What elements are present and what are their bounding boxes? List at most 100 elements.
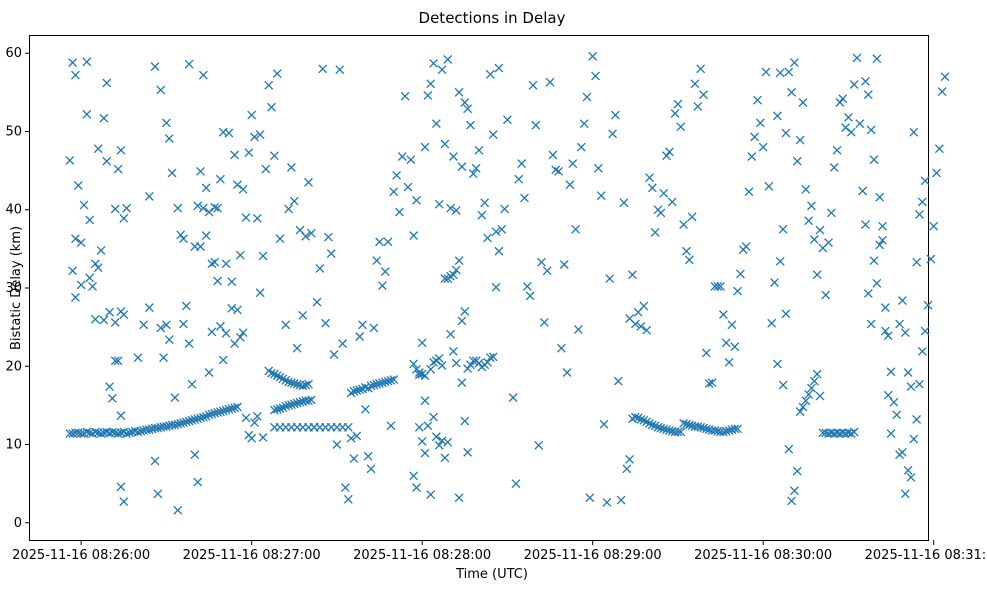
scatter-point bbox=[79, 200, 89, 210]
scatter-point bbox=[667, 197, 677, 207]
scatter-point bbox=[522, 282, 532, 291]
scatter-point bbox=[673, 427, 683, 437]
scatter-point bbox=[68, 266, 78, 276]
scatter-point bbox=[116, 145, 126, 155]
scatter-point bbox=[835, 98, 845, 107]
scatter-point bbox=[500, 204, 509, 214]
scatter-point bbox=[733, 424, 743, 434]
scatter-point bbox=[332, 440, 342, 449]
scatter-point bbox=[122, 203, 132, 213]
scatter-point bbox=[213, 276, 222, 286]
scatter-point bbox=[591, 71, 600, 81]
scatter-point bbox=[875, 192, 885, 202]
scatter-point bbox=[770, 278, 779, 287]
scatter-point bbox=[329, 350, 339, 359]
scatter-point bbox=[76, 238, 86, 248]
scatter-point bbox=[460, 416, 470, 426]
scatter-point bbox=[883, 331, 893, 341]
scatter-point bbox=[321, 422, 330, 432]
x-tick-label: 2025-11-16 08:31:00 bbox=[865, 548, 987, 563]
scatter-point bbox=[431, 119, 441, 129]
points-layer bbox=[65, 51, 950, 515]
scatter-point bbox=[639, 301, 649, 311]
scatter-point bbox=[68, 58, 78, 68]
scatter-point bbox=[287, 163, 296, 172]
scatter-point bbox=[287, 422, 296, 432]
scatter-point bbox=[568, 159, 578, 168]
scatter-point bbox=[88, 282, 97, 291]
scatter-point bbox=[758, 142, 768, 152]
scatter-point bbox=[105, 428, 114, 438]
scatter-point bbox=[215, 174, 225, 184]
scatter-point bbox=[906, 472, 916, 482]
y-tick-label: 20 bbox=[5, 359, 22, 374]
scatter-point bbox=[545, 77, 555, 87]
scatter-point bbox=[883, 390, 893, 400]
scatter-point bbox=[662, 151, 671, 161]
scatter-point bbox=[664, 147, 674, 157]
scatter-point bbox=[233, 305, 242, 315]
scatter-point bbox=[173, 203, 183, 213]
scatter-point bbox=[542, 266, 552, 276]
scatter-point bbox=[613, 376, 623, 386]
scatter-point bbox=[605, 274, 615, 284]
scatter-point bbox=[429, 412, 438, 422]
scatter-point bbox=[659, 188, 669, 198]
scatter-point bbox=[386, 421, 396, 431]
scatter-point bbox=[423, 91, 433, 100]
scatter-point bbox=[420, 448, 430, 458]
scatter-point bbox=[204, 368, 214, 377]
scatter-point bbox=[730, 342, 740, 352]
scatter-point bbox=[485, 69, 495, 79]
scatter-point bbox=[900, 328, 910, 338]
x-axis-ticks: 2025-11-16 08:26:00 2025-11-16 08:27:00 20… bbox=[12, 540, 987, 563]
scatter-point bbox=[880, 326, 890, 336]
scatter-point bbox=[164, 335, 174, 345]
scatter-point bbox=[90, 259, 100, 269]
scatter-point bbox=[772, 111, 782, 121]
scatter-point bbox=[309, 422, 319, 432]
scatter-point bbox=[102, 78, 112, 88]
scatter-point bbox=[440, 453, 450, 463]
scatter-point bbox=[375, 237, 384, 247]
scatter-point bbox=[926, 254, 936, 264]
scatter-point bbox=[304, 177, 313, 187]
scatter-point bbox=[517, 159, 527, 168]
scatter-point bbox=[90, 314, 100, 324]
scatter-point bbox=[196, 166, 205, 176]
scatter-point bbox=[369, 323, 379, 333]
scatter-point bbox=[437, 65, 447, 75]
scatter-point bbox=[497, 224, 507, 234]
scatter-point bbox=[474, 145, 484, 155]
scatter-point bbox=[119, 213, 129, 223]
scatter-point bbox=[73, 181, 83, 190]
scatter-point bbox=[113, 164, 123, 174]
scatter-point bbox=[571, 224, 581, 234]
scatter-point bbox=[292, 422, 302, 432]
scatter-point bbox=[855, 119, 865, 129]
scatter-point bbox=[829, 429, 839, 438]
scatter-point bbox=[312, 297, 322, 307]
scatter-point bbox=[630, 319, 640, 329]
scatter-point bbox=[932, 168, 941, 178]
scatter-point bbox=[483, 233, 492, 243]
scatter-point bbox=[863, 289, 873, 298]
scatter-point bbox=[494, 246, 504, 256]
scatter-point bbox=[110, 428, 120, 438]
scatter-point bbox=[281, 320, 291, 330]
scatter-point bbox=[144, 303, 154, 312]
scatter-point bbox=[412, 195, 421, 205]
y-tick-label: 30 bbox=[5, 281, 22, 296]
scatter-point bbox=[460, 98, 470, 107]
y-axis-ticks: 0 10 20 30 40 50 60 bbox=[5, 46, 30, 531]
chart-title: Detections in Delay bbox=[419, 9, 566, 27]
scatter-point bbox=[812, 270, 822, 280]
scatter-point bbox=[102, 427, 112, 437]
scatter-point bbox=[889, 397, 899, 407]
scatter-point bbox=[875, 240, 885, 250]
scatter-point bbox=[230, 150, 240, 160]
y-tick-label: 50 bbox=[5, 124, 22, 139]
scatter-point bbox=[841, 123, 851, 132]
scatter-point bbox=[781, 128, 791, 138]
scatter-point bbox=[434, 354, 444, 363]
